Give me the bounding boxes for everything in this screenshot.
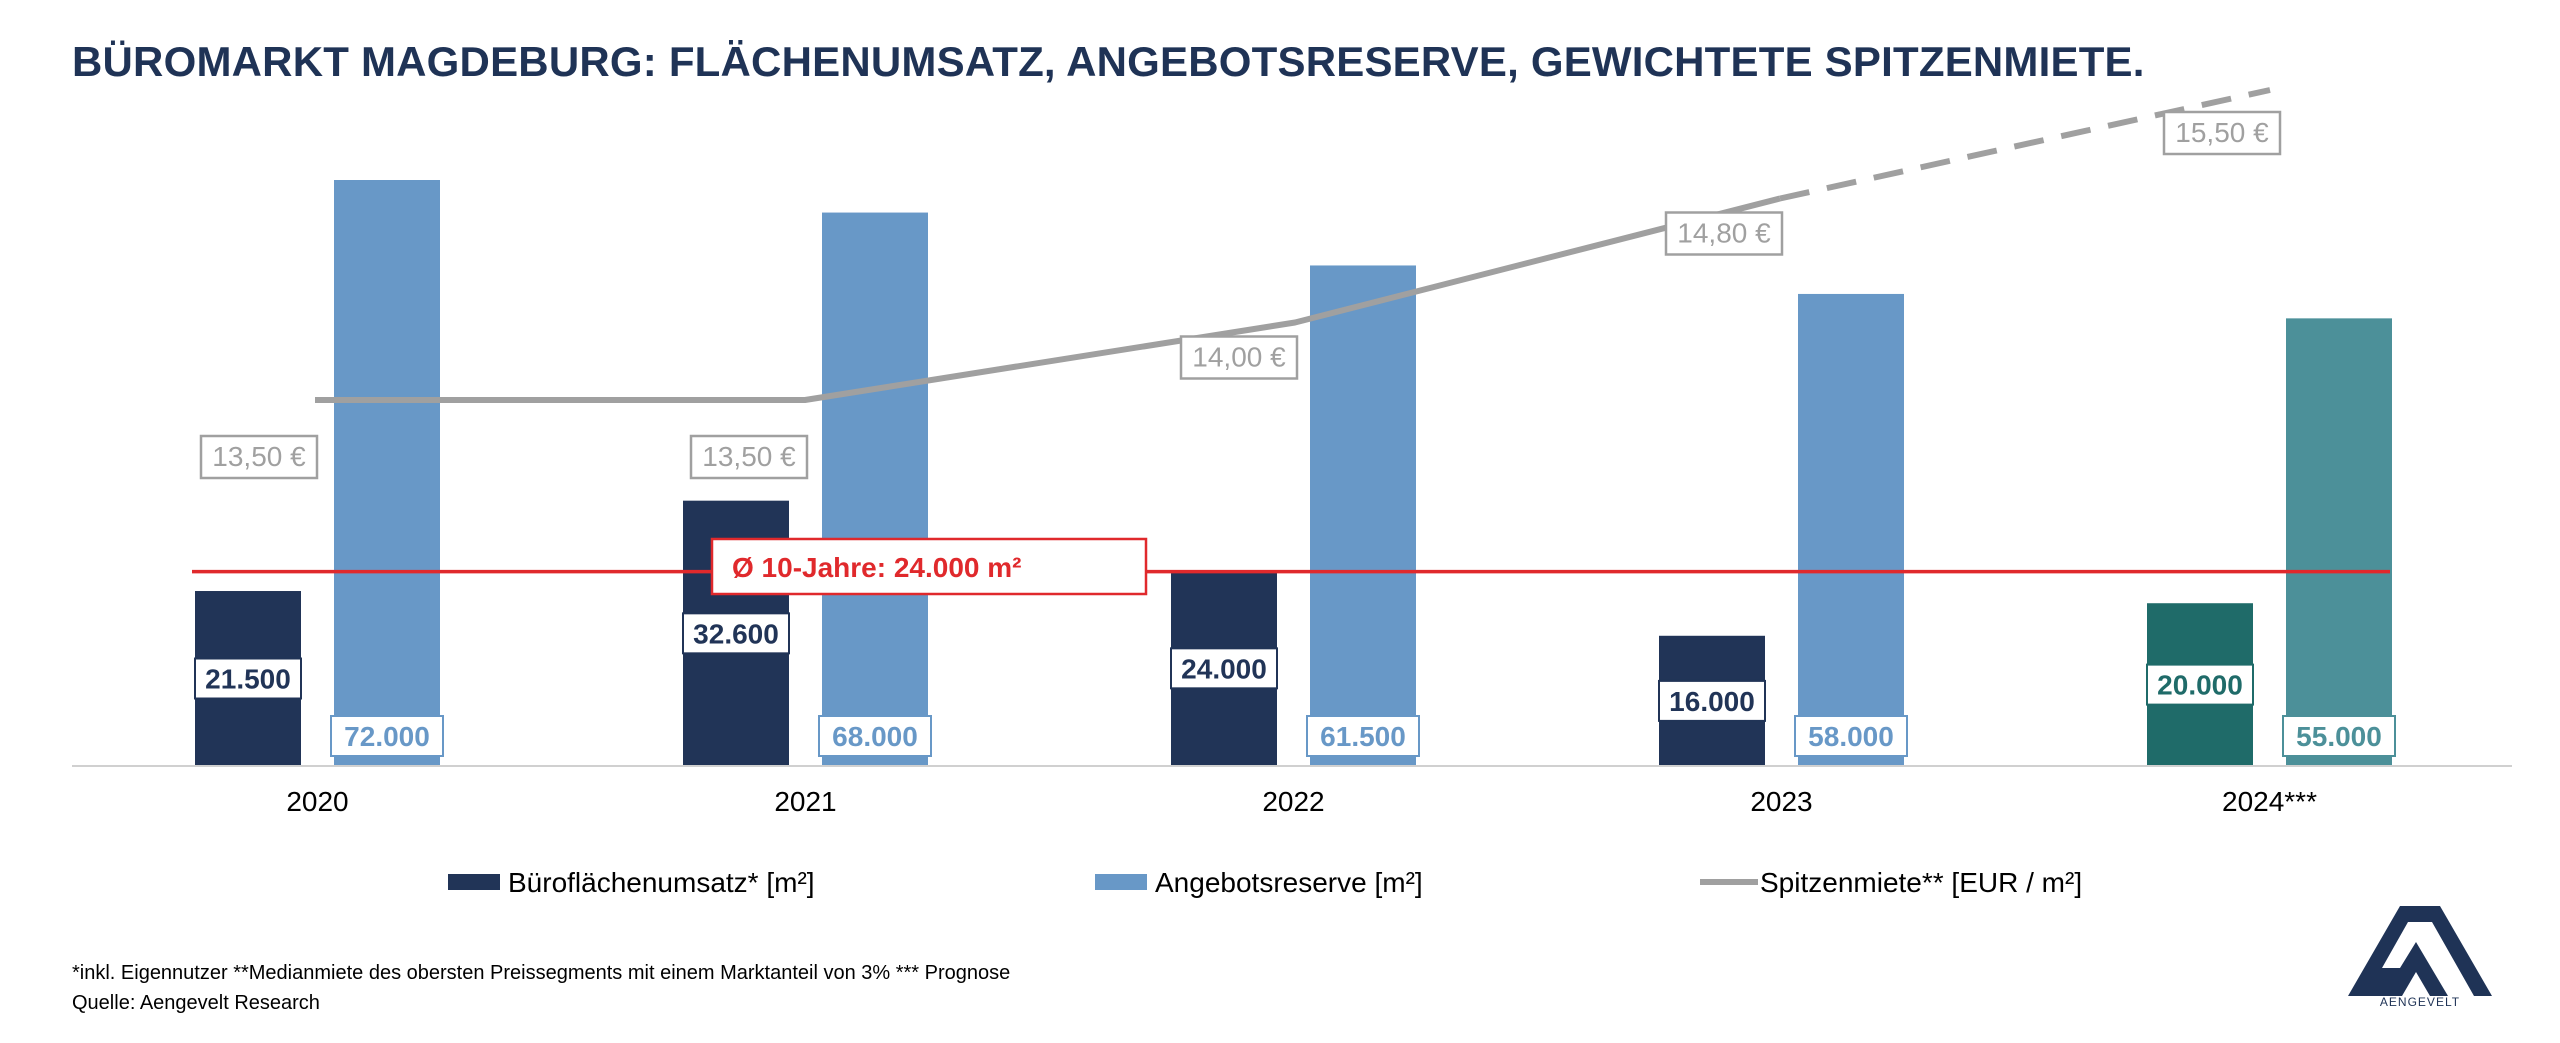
- average-line-label: Ø 10-Jahre: 24.000 m²: [732, 552, 1022, 583]
- bar-reserve-2023: [1798, 293, 1904, 766]
- data-labels-layer: 21.500 72.000 32.600 68.000 24.000 61.500 16.0…: [194, 110, 2396, 757]
- data-label-miete-2023: 14,80 €: [1677, 218, 1771, 249]
- label-box-miete-2022: [1179, 335, 1299, 380]
- bars-layer: [195, 180, 2392, 767]
- source-note: Quelle: Aengevelt Research: [72, 992, 320, 1014]
- tick-label-2023: 2023: [1750, 786, 1812, 817]
- data-label-umsatz-2021: 32.600: [693, 618, 779, 649]
- label-box-umsatz-2021: [682, 612, 790, 655]
- tick-label-2021: 2021: [774, 786, 836, 817]
- data-label-miete-2020: 13,50 €: [212, 441, 306, 472]
- label-box-umsatz-2020: [194, 657, 302, 700]
- bar-reserve-2020: [334, 180, 440, 766]
- data-label-miete-2021: 13,50 €: [702, 441, 796, 472]
- aengevelt-logo: [2348, 906, 2492, 996]
- tick-label-2022: 2022: [1262, 786, 1324, 817]
- data-label-umsatz-2024: 20.000: [2157, 670, 2243, 701]
- data-label-reserve-2023: 58.000: [1808, 721, 1894, 752]
- data-label-umsatz-2020: 21.500: [205, 664, 291, 695]
- label-box-umsatz-2022: [1170, 647, 1278, 690]
- data-label-miete-2022: 14,00 €: [1192, 342, 1286, 373]
- logo-text: AENGEVELT: [2379, 995, 2461, 1009]
- data-label-reserve-2021: 68.000: [832, 721, 918, 752]
- spitzenmiete-line-forecast: [1779, 87, 2271, 202]
- label-box-reserve-2021: [818, 715, 932, 757]
- x-axis: 2020 2021 2022 2023 2024***: [72, 765, 2512, 817]
- label-box-reserve-2023: [1794, 715, 1908, 757]
- spitzenmiete-line-solid: [315, 195, 1781, 403]
- data-label-umsatz-2022: 24.000: [1181, 653, 1267, 684]
- bar-reserve-2022: [1310, 265, 1416, 766]
- legend-label-b-rofl-chenumsatz-m: Büroflächenumsatz* [m²]: [508, 867, 815, 898]
- tick-label-2024: 2024***: [2222, 786, 2317, 817]
- average-line-layer: Ø 10-Jahre: 24.000 m²: [192, 537, 2390, 596]
- data-label-umsatz-2023: 16.000: [1669, 686, 1755, 717]
- bar-reserve-2024: [2286, 318, 2392, 766]
- data-label-reserve-2022: 61.500: [1320, 721, 1406, 752]
- label-box-reserve-2020: [330, 715, 444, 757]
- footnote: *inkl. Eigennutzer **Medianmiete des obe…: [72, 962, 1011, 984]
- legend-label-angebotsreserve-m: Angebotsreserve [m²]: [1155, 867, 1423, 898]
- average-label-box: [710, 537, 1148, 596]
- tick-label-2020: 2020: [286, 786, 348, 817]
- label-box-miete-2020: [199, 434, 319, 480]
- legend-swatch-angebotsreserve-m: [1095, 874, 1147, 890]
- chart-title: BÜROMARKT MAGDEBURG: FLÄCHENUMSATZ, ANGE…: [72, 38, 2145, 85]
- label-box-miete-2023: [1664, 211, 1784, 256]
- legend-label-spitzenmiete-eur-m: Spitzenmiete** [EUR / m²]: [1760, 867, 2082, 898]
- label-box-umsatz-2023: [1658, 679, 1766, 722]
- data-label-reserve-2024: 55.000: [2296, 721, 2382, 752]
- bar-reserve-2021: [822, 212, 928, 767]
- legend: Büroflächenumsatz* [m²] Angebotsreserve […: [448, 867, 2082, 898]
- data-label-reserve-2020: 72.000: [344, 721, 430, 752]
- label-box-umsatz-2024: [2146, 663, 2254, 706]
- data-label-miete-2024: 15,50 €: [2175, 117, 2269, 148]
- label-box-reserve-2022: [1306, 715, 1420, 757]
- label-box-reserve-2024: [2282, 715, 2396, 757]
- label-box-miete-2024: [2162, 110, 2282, 156]
- legend-swatch-b-rofl-chenumsatz-m: [448, 874, 500, 890]
- label-box-miete-2021: [689, 434, 809, 480]
- spitzenmiete-line-layer: [315, 87, 2271, 403]
